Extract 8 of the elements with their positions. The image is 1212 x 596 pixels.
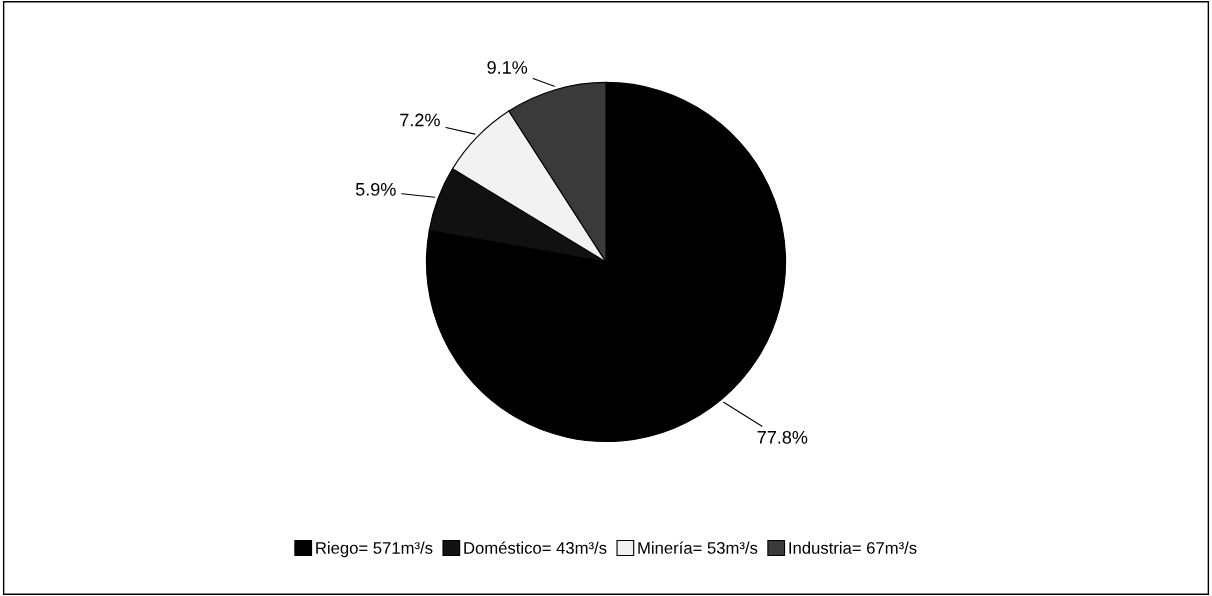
data-label: 7.2% (400, 113, 440, 127)
legend-label: Minería= 53m³/s (638, 541, 758, 554)
data-label: 9.1% (487, 61, 528, 74)
legend-label: Doméstico= 43m³/s (464, 541, 607, 554)
data-label: 77.8% (757, 430, 808, 444)
legend-label: Industria= 67m³/s (789, 541, 917, 554)
data-label: 5.9% (355, 182, 396, 196)
legend-label: Riego= 571m³/s (316, 541, 433, 558)
